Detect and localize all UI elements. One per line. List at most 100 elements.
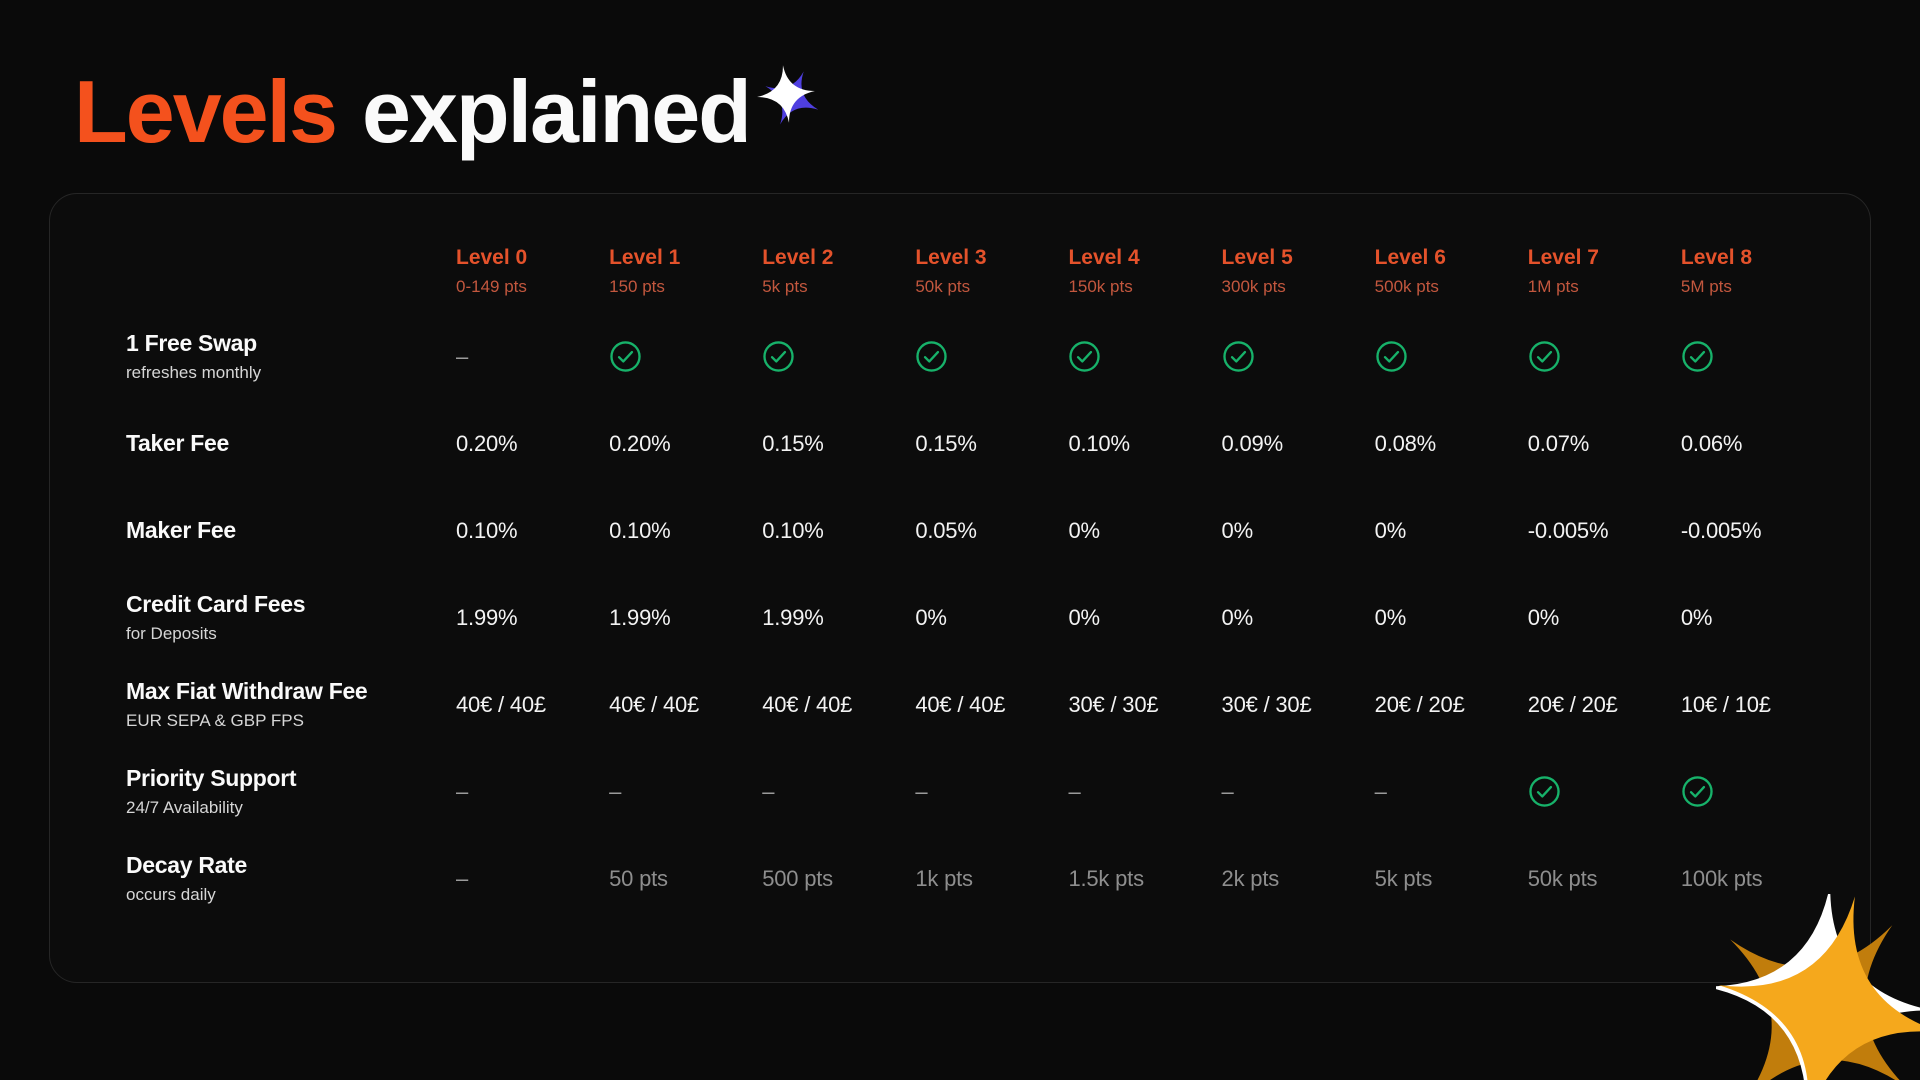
row-title: Maker Fee <box>126 517 236 543</box>
check-circle-icon <box>1222 340 1255 373</box>
level-name: Level 4 <box>1068 246 1140 269</box>
cell-value: 1.5k pts <box>1068 865 1144 891</box>
table-row-label: Decay Rate occurs daily <box>126 835 456 922</box>
level-name: Level 3 <box>915 246 987 269</box>
cell-value: 30€ / 30£ <box>1221 691 1312 717</box>
cell-value: 0.06% <box>1680 430 1743 456</box>
check-circle-icon <box>1068 340 1101 373</box>
sparkle-icon <box>754 52 819 125</box>
level-header-4: Level 4 150k pts <box>1068 246 1221 313</box>
cell-value: -0.005% <box>1680 517 1762 543</box>
cell-value: 500 pts <box>762 865 833 891</box>
table-cell <box>1375 313 1528 400</box>
cell-value: 0.05% <box>915 517 977 543</box>
level-points: 300k pts <box>1221 277 1286 296</box>
cell-value: 0.20% <box>609 430 671 456</box>
level-points: 5M pts <box>1680 277 1732 296</box>
dash-placeholder: – <box>1068 778 1081 804</box>
table-row-label: Max Fiat Withdraw Fee EUR SEPA & GBP FPS <box>126 661 456 748</box>
dash-placeholder: – <box>1221 778 1234 804</box>
cell-value: 50k pts <box>1527 865 1598 891</box>
cell-value: 30€ / 30£ <box>1068 691 1159 717</box>
table-cell <box>762 313 915 400</box>
table-cell <box>1681 313 1834 400</box>
cell-value: 40€ / 40£ <box>915 691 1006 717</box>
check-circle-icon <box>1375 340 1408 373</box>
cell-value: 20€ / 20£ <box>1527 691 1618 717</box>
cell-value: 0.15% <box>762 430 824 456</box>
cell-value: 1.99% <box>456 604 518 630</box>
level-points: 50k pts <box>915 277 971 296</box>
level-header-5: Level 5 300k pts <box>1222 246 1375 313</box>
table-cell <box>1528 748 1681 835</box>
cell-value: 1k pts <box>915 865 973 891</box>
check-circle-icon <box>1528 775 1561 808</box>
level-header-7: Level 7 1M pts <box>1528 246 1681 313</box>
levels-table: Level 0 0-149 pts Level 1 150 pts Level 2 5k … <box>126 246 1834 922</box>
check-circle-icon <box>609 340 642 373</box>
cell-value: 40€ / 40£ <box>456 691 546 717</box>
cell-value: 50 pts <box>609 865 668 891</box>
level-points: 5k pts <box>762 277 808 296</box>
dash-placeholder: – <box>1374 778 1387 804</box>
corner-spacer <box>126 279 456 280</box>
row-subtitle: EUR SEPA & GBP FPS <box>126 711 304 730</box>
row-title: Priority Support <box>126 765 297 791</box>
cell-value: 0% <box>1221 604 1254 630</box>
check-circle-icon <box>762 340 795 373</box>
row-subtitle: for Deposits <box>126 624 217 643</box>
cell-value: 2k pts <box>1221 865 1280 891</box>
page-title: Levels explained <box>74 62 1920 161</box>
cell-value: 0% <box>1680 604 1713 630</box>
level-name: Level 5 <box>1221 246 1293 269</box>
level-points: 150k pts <box>1068 277 1133 296</box>
check-circle-icon <box>1681 775 1714 808</box>
table-cell <box>609 313 762 400</box>
cell-value: 1.99% <box>609 604 671 630</box>
dash-placeholder: – <box>456 778 469 804</box>
level-header-1: Level 1 150 pts <box>609 246 762 313</box>
table-row-label: Priority Support 24/7 Availability <box>126 748 456 835</box>
table-cell <box>1681 748 1834 835</box>
cell-value: 20€ / 20£ <box>1374 691 1465 717</box>
row-subtitle: occurs daily <box>126 885 216 904</box>
level-header-6: Level 6 500k pts <box>1375 246 1528 313</box>
level-points: 500k pts <box>1374 277 1439 296</box>
dash-placeholder: – <box>609 778 622 804</box>
cell-value: 0.20% <box>456 430 518 456</box>
dash-placeholder: – <box>762 778 775 804</box>
level-header-2: Level 2 5k pts <box>762 246 915 313</box>
cell-value: 0.10% <box>609 517 671 543</box>
level-name: Level 6 <box>1374 246 1446 269</box>
cell-value: 0.09% <box>1221 430 1284 456</box>
row-title: Decay Rate <box>126 852 248 878</box>
level-points: 1M pts <box>1527 277 1579 296</box>
cell-value: 0.10% <box>762 517 824 543</box>
level-name: Level 7 <box>1527 246 1599 269</box>
row-title: Max Fiat Withdraw Fee <box>126 678 368 704</box>
table-row-label: Taker Fee <box>126 400 456 487</box>
table-cell <box>1528 313 1681 400</box>
row-title: Credit Card Fees <box>126 591 306 617</box>
cell-value: -0.005% <box>1527 517 1609 543</box>
dash-placeholder: – <box>456 343 469 369</box>
table-row-label: Credit Card Fees for Deposits <box>126 574 456 661</box>
cell-value: 40€ / 40£ <box>609 691 700 717</box>
cell-value: 0% <box>1527 604 1560 630</box>
table-row-label: Maker Fee <box>126 487 456 574</box>
level-header-8: Level 8 5M pts <box>1681 246 1834 313</box>
level-name: Level 2 <box>762 246 834 269</box>
cell-value: 0% <box>1221 517 1254 543</box>
table-cell <box>1222 313 1375 400</box>
levels-table-card: Level 0 0-149 pts Level 1 150 pts Level 2 5k … <box>49 193 1871 983</box>
row-title: 1 Free Swap <box>126 330 257 356</box>
check-circle-icon <box>1681 340 1714 373</box>
table-row-label: 1 Free Swap refreshes monthly <box>126 313 456 400</box>
level-header-0: Level 0 0-149 pts <box>456 246 609 313</box>
cell-value: 0.10% <box>1068 430 1130 456</box>
table-cell <box>1068 313 1221 400</box>
row-subtitle: refreshes monthly <box>126 363 262 382</box>
cell-value: 40€ / 40£ <box>762 691 853 717</box>
cell-value: 0% <box>1068 604 1100 630</box>
title-highlight: Levels <box>74 62 338 161</box>
